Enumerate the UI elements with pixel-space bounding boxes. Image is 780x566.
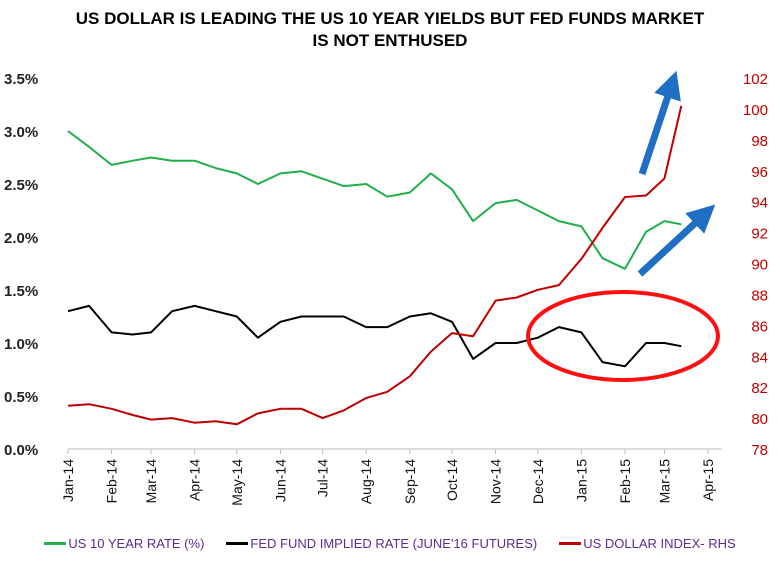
- x-tick-label: Dec-14: [530, 459, 546, 504]
- y-right-tick-label: 82: [751, 380, 768, 397]
- y-right-tick-label: 100: [743, 102, 768, 119]
- y-right-tick-label: 102: [743, 71, 768, 88]
- x-tick-label: Apr-15: [700, 459, 716, 501]
- x-tick-label: Oct-14: [444, 459, 460, 501]
- y-left-tick-label: 1.0%: [4, 336, 38, 353]
- x-tick-label: Mar-15: [656, 459, 672, 504]
- chart-title-line-2: IS NOT ENTHUSED: [313, 31, 468, 50]
- legend-item-dxy: US DOLLAR INDEX- RHS: [559, 536, 736, 551]
- y-left-tick-label: 3.0%: [4, 124, 38, 141]
- legend-swatch-red: [559, 542, 582, 545]
- y-right-tick-label: 80: [751, 411, 768, 428]
- y-right-tick-label: 86: [751, 318, 768, 335]
- legend: US 10 YEAR RATE (%) FED FUND IMPLIED RAT…: [0, 536, 780, 551]
- y-right-tick-label: 98: [751, 133, 768, 150]
- x-tick-label: Jun-14: [272, 459, 288, 502]
- y-right-tick-label: 92: [751, 226, 768, 243]
- x-tick-label: Jan-14: [60, 459, 76, 502]
- x-tick-label: Apr-14: [187, 459, 203, 501]
- legend-label: US 10 YEAR RATE (%): [68, 536, 205, 551]
- x-tick-label: Mar-14: [143, 459, 159, 504]
- series-line-2: [67, 105, 683, 426]
- y-right-tick-label: 94: [751, 195, 768, 212]
- legend-item-us10y: US 10 YEAR RATE (%): [44, 536, 204, 551]
- annotation-arrow-yield: [637, 204, 716, 277]
- legend-item-fedfund: FED FUND IMPLIED RATE (JUNE'16 FUTURES): [226, 536, 537, 551]
- x-tick-label: Feb-15: [617, 459, 633, 504]
- x-tick-label: Nov-14: [488, 459, 504, 504]
- x-tick-label: Aug-14: [358, 459, 374, 504]
- legend-swatch-black: [226, 542, 249, 545]
- y-left-tick-label: 2.0%: [4, 230, 38, 247]
- legend-label: FED FUND IMPLIED RATE (JUNE'16 FUTURES): [250, 536, 538, 551]
- y-right-tick-label: 88: [751, 287, 768, 304]
- annotation-arrow-dollar: [638, 70, 681, 176]
- y-left-tick-label: 0.0%: [4, 442, 38, 459]
- x-tick-label: Feb-14: [104, 459, 120, 504]
- x-tick-label: Sep-14: [402, 459, 418, 504]
- y-right-tick-label: 84: [751, 349, 768, 366]
- x-tick-label: May-14: [229, 459, 245, 506]
- x-tick-label: Jan-15: [573, 459, 589, 502]
- y-left-tick-label: 3.5%: [4, 71, 38, 88]
- y-right-tick-label: 90: [751, 257, 768, 274]
- y-left-tick-label: 2.5%: [4, 177, 38, 194]
- x-tick-label: Jul-14: [315, 459, 331, 497]
- series-line-0: [67, 130, 682, 270]
- chart-title-line-1: US DOLLAR IS LEADING THE US 10 YEAR YIEL…: [76, 9, 705, 28]
- series-line-1: [67, 304, 682, 368]
- y-right-tick-label: 78: [751, 442, 768, 459]
- legend-swatch-green: [44, 542, 67, 545]
- y-left-tick-label: 0.5%: [4, 389, 38, 406]
- y-left-tick-label: 1.5%: [4, 283, 38, 300]
- y-right-tick-label: 96: [751, 164, 768, 181]
- legend-label: US DOLLAR INDEX- RHS: [583, 536, 736, 551]
- annotation-ellipse-fed-funds: [526, 290, 720, 382]
